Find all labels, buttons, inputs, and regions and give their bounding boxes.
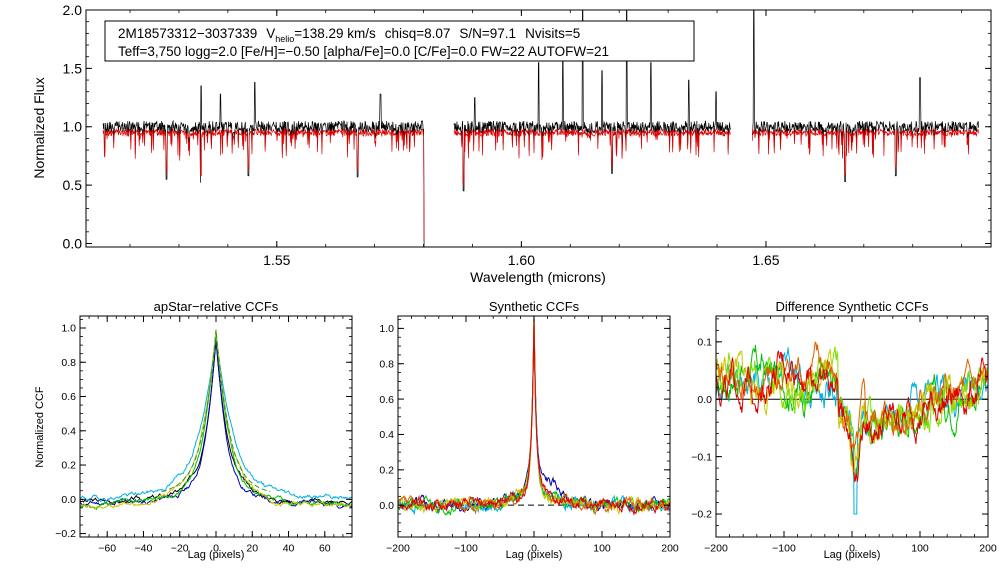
synthetic-ccf-ticks: −200 −100 0 100 200 0.0 0.2 0.4 0.6 0.8 1.0	[379, 316, 679, 555]
spectrum-observed-chip-0	[102, 82, 425, 247]
difference_ccf-ytick-label-1: −0.1	[691, 451, 712, 463]
apstar_ccf-ytick-label-3: 0.4	[61, 425, 76, 437]
spectrum-observed-chip-1	[453, 10, 731, 192]
synthetic_ccf-ytick-label-5: 1.0	[379, 323, 394, 335]
difference_ccf-ytick-label-0: −0.2	[691, 509, 712, 521]
synthetic_ccf-xtick-label-0: −200	[386, 543, 410, 555]
apstar-ccf-visit-5	[80, 329, 352, 510]
synthetic_ccf-ytick-label-2: 0.4	[379, 429, 394, 441]
synthetic_ccf-ytick-label-4: 0.8	[379, 358, 394, 370]
spectrum-model-chip-0	[102, 127, 425, 241]
v-value: =138.29 km/s	[294, 26, 376, 41]
spectrum-model-chip-1	[453, 127, 731, 185]
synthetic-ccf-plot-area	[398, 316, 670, 517]
apstar_ccf-ytick-label-0: −0.2	[55, 528, 76, 540]
spectrum-panel: 1.55 1.60 1.65 0.0 0.5 1.0 1.5 2.0 Wavelength (…	[31, 2, 992, 285]
star-id: 2M18573312−3037339	[118, 26, 257, 41]
spectrum-xtick-label-1: 1.60	[508, 252, 535, 268]
synthetic_ccf-xtick-label-2: 0	[531, 543, 537, 555]
spectrum-ylabel: Normalized Flux	[31, 77, 47, 178]
apstar-ccf-plot-area	[80, 329, 352, 511]
spectrum-ytick-label-3: 1.5	[63, 60, 83, 76]
difference_ccf-xtick-label-2: 0	[849, 543, 855, 555]
spectrum-model-chip-2	[751, 127, 979, 175]
info-line-2: Teff=3,750 logg=2.0 [Fe/H]=−0.50 [alpha/…	[118, 44, 609, 59]
spectrum-ytick-label-1: 0.5	[63, 177, 83, 193]
apstar_ccf-xtick-label-3: 0	[213, 543, 219, 555]
v-label: V	[266, 26, 275, 41]
spectrum-xlabel: Wavelength (microns)	[470, 269, 606, 285]
difference_ccf-xtick-label-0: −200	[704, 543, 728, 555]
apstar-ccf-panel: apStar−relative CCFs −60 −40 −20 0 20 40 60 −0.…	[34, 299, 353, 561]
difference-ccf-title: Difference Synthetic CCFs	[776, 299, 929, 314]
synthetic_ccf-xtick-label-3: 100	[593, 543, 611, 555]
signal-to-noise: S/N=97.1	[459, 26, 516, 41]
synthetic-ccf-title: Synthetic CCFs	[489, 299, 580, 314]
difference_ccf-xtick-label-4: 200	[979, 543, 997, 555]
apstar-ccf-visit-2	[80, 336, 352, 509]
apstar_ccf-xtick-label-5: 40	[283, 543, 295, 555]
apstar-ccf-visit-3	[80, 334, 352, 503]
spectrum-ytick-label-4: 2.0	[63, 2, 83, 18]
difference-ccf-visit-1	[716, 347, 988, 515]
difference_ccf-ytick-label-2: 0.0	[697, 394, 712, 406]
difference_ccf-xtick-label-3: 100	[911, 543, 929, 555]
info-line-1: 2M18573312−3037339 Vhelio=138.29 km/s chis…	[118, 26, 580, 44]
synthetic_ccf-xtick-label-4: 200	[661, 543, 679, 555]
spectrum-plot-area	[102, 10, 979, 247]
difference_ccf-xtick-label-1: −100	[772, 543, 796, 555]
info-box	[104, 20, 695, 62]
chisq: chisq=8.07	[385, 26, 451, 41]
spectrum-ytick-label-0: 0.0	[63, 235, 83, 251]
difference_ccf-ytick-label-3: 0.1	[697, 337, 712, 349]
apstar_ccf-ytick-label-6: 1.0	[61, 323, 76, 335]
apstar_ccf-ytick-label-4: 0.6	[61, 391, 76, 403]
spectrum-observed-chip-2	[751, 10, 979, 182]
difference-ccf-visit-6	[716, 350, 988, 483]
apstar_ccf-xtick-label-1: −40	[135, 543, 153, 555]
apstar-ccf-xlabel: Lag (pixels)	[188, 549, 245, 561]
synthetic-ccf-visit-6	[398, 320, 670, 517]
nvisits: Nvisits=5	[525, 26, 580, 41]
synthetic-ccf-panel: Synthetic CCFs −200 −100 0 100 200 0.0 0.2 0.4 0…	[379, 299, 679, 561]
synthetic_ccf-ytick-label-0: 0.0	[379, 500, 394, 512]
apstar_ccf-xtick-label-0: −60	[98, 543, 116, 555]
difference-ccf-panel: Difference Synthetic CCFs −200 −100 0 100 20…	[691, 299, 997, 561]
apstar-ccf-ylabel: Normalized CCF	[34, 386, 46, 468]
spectrum-ticks: 1.55 1.60 1.65 0.0 0.5 1.0 1.5 2.0	[63, 2, 991, 268]
apstar-ccf-mean-dashed	[161, 329, 271, 493]
apstar_ccf-xtick-label-6: 60	[319, 543, 331, 555]
spectrum-xtick-label-2: 1.65	[752, 252, 779, 268]
difference-ccf-plot-area	[716, 341, 988, 515]
apstar_ccf-ytick-label-2: 0.2	[61, 460, 76, 472]
spectrum-ytick-label-2: 1.0	[63, 119, 83, 135]
synthetic_ccf-ytick-label-3: 0.6	[379, 394, 394, 406]
spectrum-frame	[85, 9, 992, 248]
difference-ccf-ticks: −200 −100 0 100 200 −0.2 −0.1 0.0 0.1	[691, 316, 997, 555]
apstar_ccf-ytick-label-5: 0.8	[61, 357, 76, 369]
spectrum-xtick-label-0: 1.55	[263, 252, 290, 268]
apstar-ccf-visit-4	[80, 331, 352, 511]
synthetic-ccf-xlabel: Lag (pixels)	[506, 549, 563, 561]
apstar_ccf-ytick-label-1: 0.0	[61, 494, 76, 506]
synthetic_ccf-xtick-label-1: −100	[454, 543, 478, 555]
apstar-ccf-ticks: −60 −40 −20 0 20 40 60 −0.2 0.0 0.2 0.4 0.6 0.8 1.0	[55, 316, 353, 555]
synthetic_ccf-ytick-label-1: 0.2	[379, 464, 394, 476]
apstar_ccf-xtick-label-4: 20	[246, 543, 258, 555]
apstar-ccf-visit-1	[80, 339, 352, 506]
apstar_ccf-xtick-label-2: −20	[171, 543, 189, 555]
v-sub: helio	[275, 34, 294, 44]
difference-ccf-xlabel: Lag (pixels)	[824, 549, 881, 561]
apstar-ccf-title: apStar−relative CCFs	[154, 299, 279, 314]
